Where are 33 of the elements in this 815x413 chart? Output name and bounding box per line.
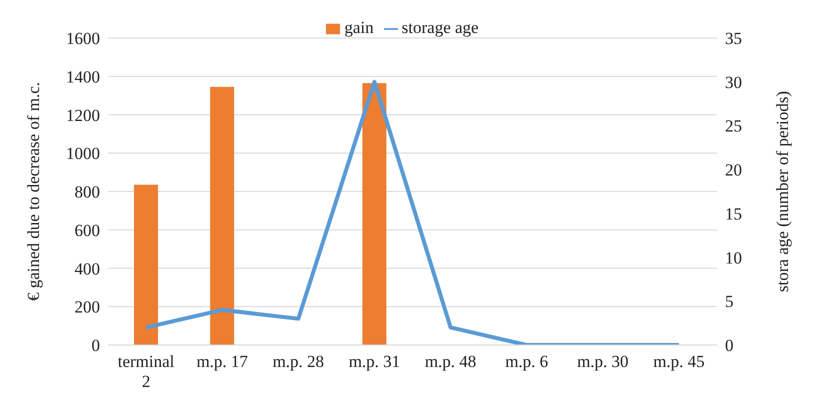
y-tick-label: 1000 xyxy=(66,144,100,164)
y-tick-label: 0 xyxy=(92,336,100,356)
y-tick-label: 1200 xyxy=(66,106,100,125)
x-tick-label: m.p. 48 xyxy=(424,352,476,371)
x-tick-label: terminal 2 xyxy=(118,352,175,391)
y-tick-label: 200 xyxy=(74,298,100,317)
legend-label: storage age xyxy=(402,18,479,37)
y-tick-label: 1600 xyxy=(66,29,100,48)
bar xyxy=(362,83,386,345)
y2-tick-label: 30 xyxy=(725,72,742,92)
y-axis-title: € gained due to decrease of m.c. xyxy=(24,82,44,302)
y2-tick-label: 20 xyxy=(725,160,742,180)
y-tick-label: 400 xyxy=(74,259,100,278)
line-series xyxy=(144,80,681,345)
x-tick-label: m.p. 30 xyxy=(577,352,629,371)
x-tick-label: m.p. 31 xyxy=(348,352,400,371)
y2-tick-label: 5 xyxy=(725,292,734,312)
y2-tick-label: 10 xyxy=(725,248,742,268)
y2-tick-label: 0 xyxy=(725,336,734,356)
x-tick-label: m.p. 28 xyxy=(272,352,324,371)
y2-tick-label: 15 xyxy=(725,204,742,224)
y-tick-label: 1400 xyxy=(66,67,100,86)
y2-tick-label: 35 xyxy=(725,29,742,48)
y2-axis-title: stora age (number of periods) xyxy=(773,90,792,292)
x-tick-label: m.p. 6 xyxy=(505,352,548,371)
y-tick-label: 600 xyxy=(74,220,100,240)
bar xyxy=(210,86,234,345)
bar xyxy=(134,184,158,345)
x-tick-label: m.p. 45 xyxy=(653,352,705,371)
y-tick-label: 800 xyxy=(74,182,100,202)
y2-tick-label: 25 xyxy=(725,116,742,136)
x-tick-label: m.p. 17 xyxy=(196,352,248,371)
legend-label: gain xyxy=(344,18,374,37)
